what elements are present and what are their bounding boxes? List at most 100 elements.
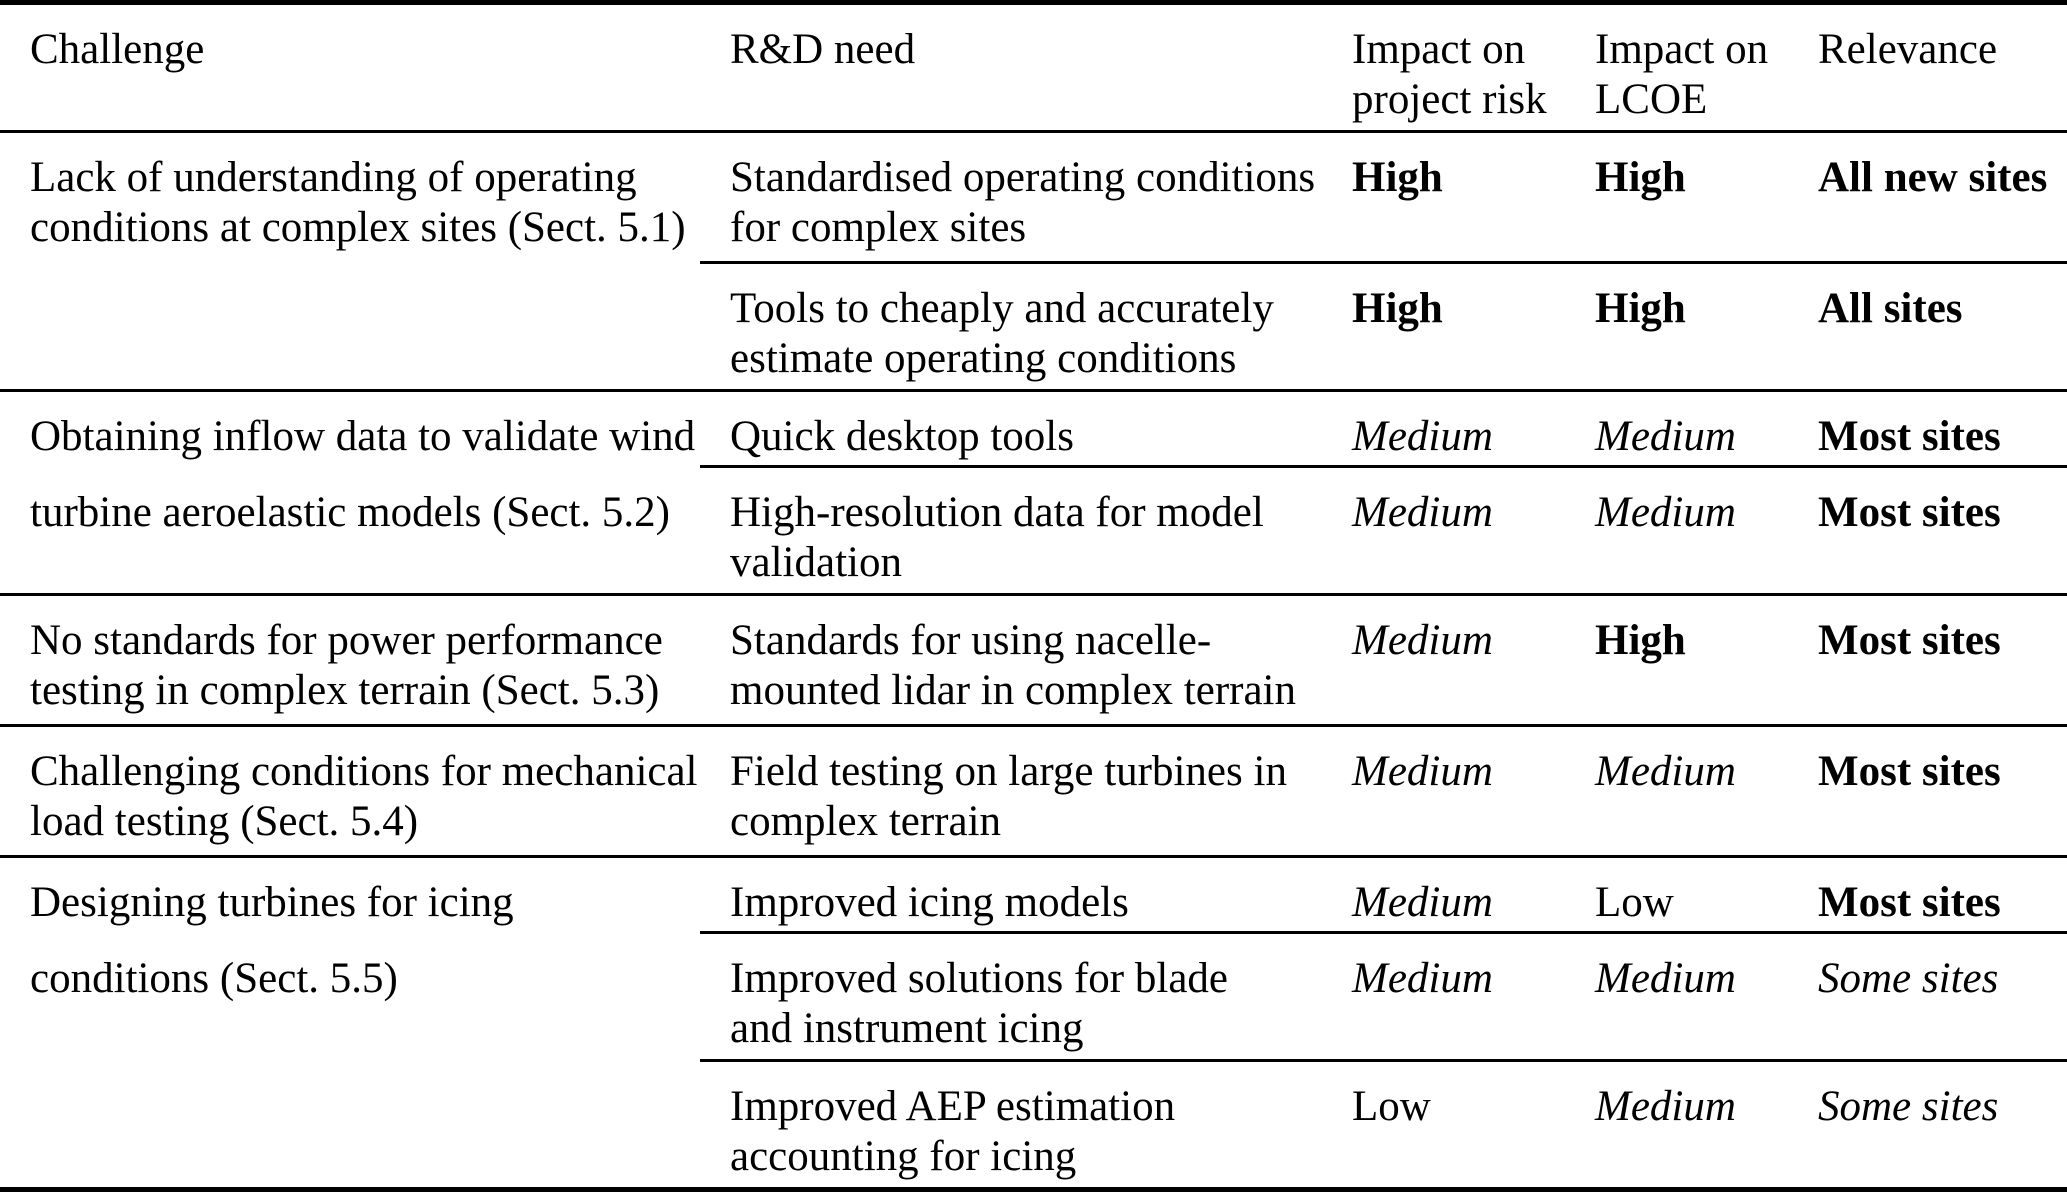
relevance-text: Some sites	[1818, 1083, 1999, 1130]
header-relevance: Relevance	[1788, 5, 2067, 130]
rd-need-text: Improved AEP estimation	[730, 1083, 1176, 1130]
challenge-text: testing in complex terrain (Sect. 5.3)	[30, 667, 660, 714]
lcoe-value: Medium	[1565, 727, 1788, 855]
lcoe-value: High	[1565, 133, 1788, 261]
rd-need-cell: Improved solutions for blade and instrum…	[700, 934, 1322, 1059]
relevance-text: Most sites	[1818, 617, 2001, 664]
challenge-cell: Lack of understanding of operating condi…	[0, 133, 700, 389]
table-row: Quick desktop tools Medium Medium Most s…	[700, 392, 2067, 465]
challenge-group-1: Lack of understanding of operating condi…	[0, 130, 2067, 389]
lcoe-text: Low	[1595, 879, 1674, 926]
table-row: High-resolution data for model validatio…	[700, 465, 2067, 593]
challenge-cell: No standards for power performance testi…	[0, 596, 700, 724]
relevance-value: All sites	[1788, 264, 2067, 389]
header-label: project risk	[1352, 76, 1547, 123]
rd-need-cell: High-resolution data for model validatio…	[700, 468, 1322, 593]
challenge-group-4: Challenging conditions for mechanical lo…	[0, 724, 2067, 855]
rd-need-text: Improved solutions for blade	[730, 955, 1228, 1002]
lcoe-value: Medium	[1565, 1062, 1788, 1187]
relevance-text: Most sites	[1818, 748, 2001, 795]
risk-value: High	[1322, 264, 1565, 389]
risk-text: Low	[1352, 1083, 1431, 1130]
risk-text: Medium	[1352, 748, 1493, 795]
rd-need-cell: Standardised operating conditions for co…	[700, 133, 1322, 261]
relevance-value: Most sites	[1788, 858, 2067, 931]
header-label: Impact on	[1352, 26, 1526, 73]
risk-value: Medium	[1322, 727, 1565, 855]
rd-need-cell: Quick desktop tools	[700, 392, 1322, 465]
table-row: Field testing on large turbines in compl…	[700, 727, 2067, 855]
challenge-text: Challenging conditions for mechanical	[30, 748, 698, 795]
table-row: Improved AEP estimation accounting for i…	[700, 1059, 2067, 1187]
lcoe-text: High	[1595, 154, 1686, 201]
subrow-container: Quick desktop tools Medium Medium Most s…	[700, 392, 2067, 593]
risk-value: Medium	[1322, 858, 1565, 931]
challenge-text: No standards for power performance	[30, 617, 663, 664]
rd-need-text: Standardised operating conditions	[730, 154, 1316, 201]
table-row: Standards for using nacelle- mounted lid…	[700, 596, 2067, 724]
challenge-text: Designing turbines for icing	[30, 879, 514, 926]
risk-value: Medium	[1322, 934, 1565, 1059]
lcoe-text: High	[1595, 285, 1686, 332]
challenge-group-2: Obtaining inflow data to validate wind t…	[0, 389, 2067, 593]
table-row: Improved solutions for blade and instrum…	[700, 931, 2067, 1059]
rd-need-text: validation	[730, 539, 902, 586]
header-label: R&D need	[730, 26, 916, 73]
relevance-text: Some sites	[1818, 955, 1999, 1002]
relevance-value: Some sites	[1788, 934, 2067, 1059]
table-header-row: Challenge R&D need Impact on project ris…	[0, 5, 2067, 130]
challenge-text: conditions at complex sites (Sect. 5.1)	[30, 204, 686, 251]
table-row: Tools to cheaply and accurately estimate…	[700, 261, 2067, 389]
lcoe-text: Medium	[1595, 413, 1736, 460]
rd-need-cell: Tools to cheaply and accurately estimate…	[700, 264, 1322, 389]
risk-value: Medium	[1322, 392, 1565, 465]
header-impact-lcoe: Impact on LCOE	[1565, 5, 1788, 130]
lcoe-value: Medium	[1565, 468, 1788, 593]
lcoe-text: Medium	[1595, 1083, 1736, 1130]
relevance-value: Most sites	[1788, 468, 2067, 593]
risk-text: Medium	[1352, 489, 1493, 536]
lcoe-value: Low	[1565, 858, 1788, 931]
lcoe-value: High	[1565, 596, 1788, 724]
risk-value: Medium	[1322, 468, 1565, 593]
rd-need-text: accounting for icing	[730, 1133, 1077, 1180]
subrow-container: Standardised operating conditions for co…	[700, 133, 2067, 389]
risk-text: High	[1352, 285, 1443, 332]
risk-value: Low	[1322, 1062, 1565, 1187]
relevance-text: All new sites	[1818, 154, 2048, 201]
relevance-text: Most sites	[1818, 413, 2001, 460]
challenge-group-3: No standards for power performance testi…	[0, 593, 2067, 724]
rd-need-text: complex terrain	[730, 798, 1002, 845]
header-impact-project-risk: Impact on project risk	[1322, 5, 1565, 130]
lcoe-value: Medium	[1565, 934, 1788, 1059]
lcoe-value: Medium	[1565, 392, 1788, 465]
rd-need-text: mounted lidar in complex terrain	[730, 667, 1296, 714]
rd-need-text: Tools to cheaply and accurately	[730, 285, 1274, 332]
header-label: LCOE	[1595, 76, 1708, 123]
header-label: Challenge	[30, 26, 205, 73]
subrow-container: Standards for using nacelle- mounted lid…	[700, 596, 2067, 724]
subrow-container: Field testing on large turbines in compl…	[700, 727, 2067, 855]
challenge-cell: Obtaining inflow data to validate wind t…	[0, 392, 700, 593]
challenge-cell: Challenging conditions for mechanical lo…	[0, 727, 700, 855]
rd-need-text: High-resolution data for model	[730, 489, 1264, 536]
relevance-text: All sites	[1818, 285, 1963, 332]
lcoe-text: High	[1595, 617, 1686, 664]
rd-need-text: Improved icing models	[730, 879, 1129, 926]
header-rd-need: R&D need	[700, 5, 1322, 130]
risk-text: Medium	[1352, 955, 1493, 1002]
rd-need-text: for complex sites	[730, 204, 1027, 251]
risk-text: Medium	[1352, 413, 1493, 460]
header-challenge: Challenge	[0, 5, 700, 130]
header-label: Relevance	[1818, 26, 1998, 73]
rd-need-cell: Field testing on large turbines in compl…	[700, 727, 1322, 855]
header-label: Impact on	[1595, 26, 1769, 73]
rd-need-cell: Improved icing models	[700, 858, 1322, 931]
rd-need-text: Standards for using nacelle-	[730, 617, 1212, 664]
relevance-value: Most sites	[1788, 727, 2067, 855]
rd-need-text: and instrument icing	[730, 1005, 1084, 1052]
relevance-value: Most sites	[1788, 596, 2067, 724]
table-row: Standardised operating conditions for co…	[700, 133, 2067, 261]
lcoe-text: Medium	[1595, 748, 1736, 795]
rd-need-cell: Improved AEP estimation accounting for i…	[700, 1062, 1322, 1187]
